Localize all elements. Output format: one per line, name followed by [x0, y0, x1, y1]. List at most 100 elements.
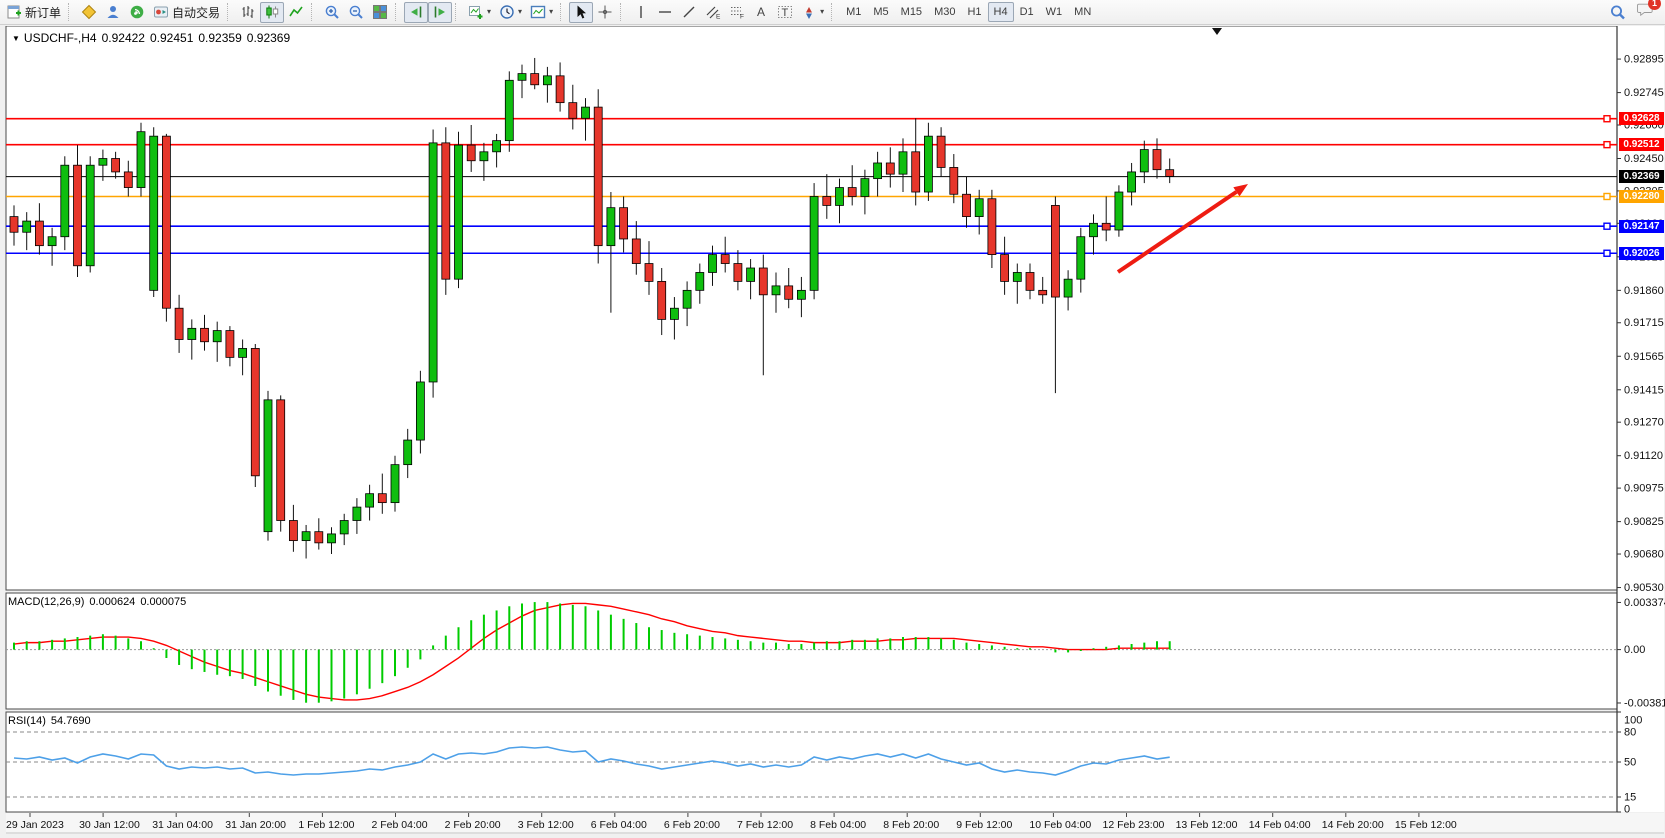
- macd-signal-line: [13, 602, 1170, 701]
- arrow-annotation[interactable]: [1116, 184, 1248, 274]
- timeframe-h4-button[interactable]: H4: [987, 2, 1014, 22]
- community-button[interactable]: [101, 2, 125, 23]
- ohlc-high: 0.92451: [149, 31, 194, 45]
- chevron-down-icon: ▾: [820, 7, 825, 16]
- autotrading-button[interactable]: 自动交易: [149, 2, 224, 23]
- toolbar-separator: [831, 3, 836, 21]
- timeframe-m1-button[interactable]: M1: [840, 2, 867, 22]
- rsi-value: 54.7690: [50, 715, 91, 727]
- toolbar-separator: [455, 3, 460, 21]
- text-label-tool-button[interactable]: T: [773, 2, 797, 23]
- svg-text:E: E: [716, 14, 721, 21]
- svg-text:F: F: [740, 14, 744, 21]
- equidistant-channel-tool-button[interactable]: E: [701, 2, 725, 23]
- svg-text:31 Jan 04:00: 31 Jan 04:00: [152, 819, 213, 831]
- cursor-button[interactable]: [569, 1, 594, 23]
- svg-text:0.00: 0.00: [1624, 644, 1645, 656]
- svg-text:0.92895: 0.92895: [1624, 54, 1664, 66]
- macd-indicator-label: MACD(12,26,9) 0.000624 0.000075: [8, 596, 191, 608]
- metaeditor-button[interactable]: [77, 2, 101, 23]
- price-badge-0.92628: 0.92628: [1619, 112, 1664, 126]
- svg-text:13 Feb 12:00: 13 Feb 12:00: [1176, 819, 1238, 831]
- svg-text:0.91715: 0.91715: [1624, 317, 1664, 329]
- toolbar-separator: [68, 3, 73, 21]
- svg-text:0.92450: 0.92450: [1624, 153, 1664, 165]
- main-toolbar: 新订单 自动交易: [0, 0, 1665, 25]
- svg-text:50: 50: [1624, 757, 1636, 769]
- new-order-label: 新订单: [25, 5, 62, 20]
- chart-shift-button[interactable]: [428, 1, 453, 23]
- text-tool-button[interactable]: A: [749, 2, 773, 23]
- candlestick-chart-button[interactable]: [260, 1, 285, 23]
- rsi-pane: [6, 731, 1617, 798]
- timeframe-d1-button[interactable]: D1: [1014, 2, 1040, 22]
- svg-text:0.91415: 0.91415: [1624, 384, 1664, 396]
- chart-svg: 0.928950.927450.926000.924500.923050.921…: [5, 26, 1665, 834]
- price-badge-0.92147: 0.92147: [1619, 219, 1664, 233]
- tile-windows-icon: [373, 5, 388, 19]
- time-axis[interactable]: 29 Jan 2023 30 Jan 12:00 31 Jan 04:00 31 Ja…: [6, 813, 1457, 831]
- notification-count-badge: 1: [1648, 0, 1661, 10]
- timeframe-h1-button[interactable]: H1: [961, 2, 987, 22]
- templates-button[interactable]: ▾: [526, 2, 557, 23]
- svg-text:10 Feb 04:00: 10 Feb 04:00: [1029, 819, 1091, 831]
- svg-text:0.91565: 0.91565: [1624, 351, 1664, 363]
- arrows-tool-button[interactable]: ▾: [797, 2, 828, 23]
- macd-axis[interactable]: 0.003374 0.00 -0.003819: [1617, 597, 1665, 710]
- candlesticks: [9, 57, 1175, 559]
- svg-text:80: 80: [1624, 727, 1636, 739]
- svg-text:3 Feb 12:00: 3 Feb 12:00: [518, 819, 574, 831]
- macd-histogram: [13, 602, 1171, 703]
- signals-button[interactable]: [125, 2, 149, 23]
- search-button[interactable]: [1605, 2, 1630, 23]
- timeframe-m15-button[interactable]: M15: [895, 2, 928, 22]
- search-icon: [1611, 5, 1625, 19]
- new-order-button[interactable]: 新订单: [2, 2, 65, 23]
- svg-text:15 Feb 12:00: 15 Feb 12:00: [1395, 819, 1457, 831]
- svg-text:2 Feb 04:00: 2 Feb 04:00: [372, 819, 428, 831]
- indicators-button[interactable]: ▾: [464, 2, 495, 23]
- svg-text:6 Feb 20:00: 6 Feb 20:00: [664, 819, 720, 831]
- trendline-tool-button[interactable]: [677, 2, 701, 23]
- timeframe-mn-button[interactable]: MN: [1068, 2, 1097, 22]
- price-badge-0.92026: 0.92026: [1619, 246, 1664, 260]
- rsi-line: [13, 746, 1170, 776]
- svg-text:0.90680: 0.90680: [1624, 549, 1664, 561]
- svg-text:0.90975: 0.90975: [1624, 483, 1664, 495]
- chart-shift-marker-icon[interactable]: [1212, 28, 1222, 35]
- chart-canvas[interactable]: 0.928950.927450.926000.924500.923050.921…: [0, 26, 1665, 838]
- svg-text:0.92745: 0.92745: [1624, 87, 1664, 99]
- timeframe-w1-button[interactable]: W1: [1040, 2, 1069, 22]
- notifications-button[interactable]: 1: [1636, 0, 1661, 23]
- macd-pane: [6, 602, 1617, 701]
- auto-scroll-button[interactable]: [404, 1, 429, 23]
- svg-text:0.003374: 0.003374: [1624, 597, 1665, 609]
- bar-chart-button[interactable]: [236, 2, 260, 23]
- line-chart-button[interactable]: [284, 2, 308, 23]
- rsi-name: RSI(14): [8, 715, 46, 727]
- horizontal-line-tool-button[interactable]: [653, 2, 677, 23]
- arrows-icon: [806, 7, 813, 19]
- chart-title: ▼ USDCHF-,H4 0.92422 0.92451 0.92359 0.92369: [12, 31, 295, 45]
- svg-text:0.90825: 0.90825: [1624, 516, 1664, 528]
- chevron-down-icon: ▾: [487, 7, 492, 16]
- svg-text:7 Feb 12:00: 7 Feb 12:00: [737, 819, 793, 831]
- ohlc-close: 0.92369: [246, 31, 291, 45]
- fibonacci-tool-button[interactable]: F: [725, 2, 749, 23]
- svg-text:0.91270: 0.91270: [1624, 417, 1664, 429]
- tile-windows-button[interactable]: [368, 2, 392, 23]
- svg-text:T: T: [782, 7, 789, 19]
- timeframe-m30-button[interactable]: M30: [928, 2, 961, 22]
- vertical-line-tool-button[interactable]: [629, 2, 653, 23]
- zoom-in-button[interactable]: [320, 2, 344, 23]
- zoom-out-button[interactable]: [344, 2, 368, 23]
- toolbar-separator: [560, 3, 565, 21]
- candlestick-chart-icon: [266, 5, 279, 19]
- crosshair-button[interactable]: [593, 2, 617, 23]
- timeframe-m5-button[interactable]: M5: [867, 2, 894, 22]
- macd-main-value: 0.000624: [89, 596, 136, 608]
- community-icon: [107, 6, 119, 18]
- template-icon: [530, 5, 546, 19]
- periods-button[interactable]: ▾: [495, 2, 526, 23]
